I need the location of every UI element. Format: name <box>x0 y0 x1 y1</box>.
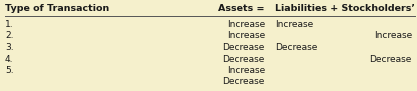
Text: Decrease: Decrease <box>275 43 317 52</box>
Text: Increase: Increase <box>374 31 412 40</box>
Text: 4.: 4. <box>5 55 13 64</box>
Text: Increase: Increase <box>227 66 265 75</box>
Text: Increase: Increase <box>227 31 265 40</box>
Text: Increase: Increase <box>227 20 265 29</box>
Text: 5.: 5. <box>5 66 14 75</box>
Text: Decrease: Decrease <box>223 55 265 64</box>
Text: Increase: Increase <box>275 20 313 29</box>
Text: Type of Transaction: Type of Transaction <box>5 4 109 13</box>
Text: 1.: 1. <box>5 20 14 29</box>
Text: Decrease: Decrease <box>223 43 265 52</box>
Text: 3.: 3. <box>5 43 14 52</box>
Text: Liabilities + Stockholders’ Equity: Liabilities + Stockholders’ Equity <box>275 4 417 13</box>
Text: 2.: 2. <box>5 31 13 40</box>
Text: Decrease: Decrease <box>369 55 412 64</box>
Text: Assets =: Assets = <box>219 4 265 13</box>
Text: Decrease: Decrease <box>223 78 265 87</box>
